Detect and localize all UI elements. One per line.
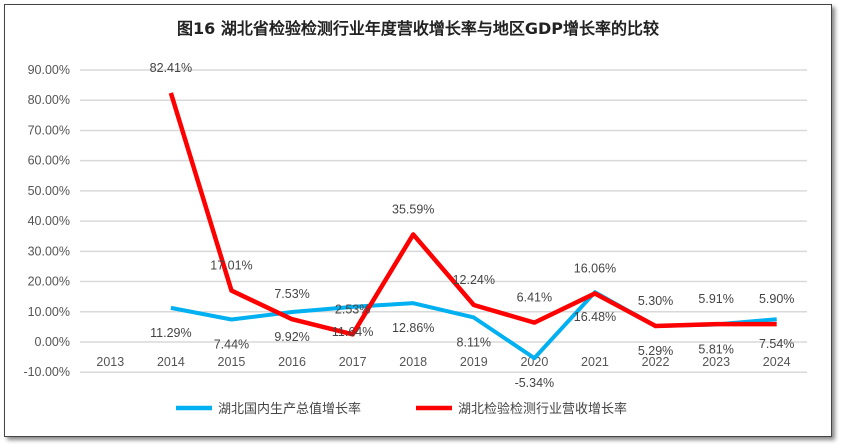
data-label: 5.81%: [698, 342, 733, 356]
x-tick-label: 2021: [581, 355, 609, 369]
y-tick-label: 60.00%: [28, 154, 70, 168]
x-tick-label: 2016: [278, 355, 306, 369]
y-tick-label: 30.00%: [28, 244, 70, 258]
y-tick-label: 70.00%: [28, 123, 70, 137]
y-tick-label: 10.00%: [28, 305, 70, 319]
data-label: 16.06%: [574, 261, 616, 275]
y-tick-label: 20.00%: [28, 275, 70, 289]
data-label: 8.11%: [457, 335, 492, 349]
data-label: -5.34%: [515, 376, 555, 390]
chart-title: 图16 湖北省检验检测行业年度营收增长率与地区GDP增长率的比较: [177, 19, 659, 38]
legend-label: 湖北检验检测行业营收增长率: [458, 401, 627, 417]
data-label: 9.92%: [274, 330, 309, 344]
data-label: 16.48%: [574, 310, 616, 324]
y-tick-label: -10.00%: [23, 365, 70, 379]
y-tick-label: 0.00%: [35, 335, 70, 349]
data-label: 11.29%: [150, 326, 191, 340]
data-label: 82.41%: [150, 61, 192, 75]
x-tick-label: 2023: [702, 355, 730, 369]
y-tick-label: 40.00%: [28, 214, 70, 228]
data-label: 12.24%: [453, 273, 495, 287]
x-tick-label: 2024: [763, 355, 791, 369]
data-label: 7.53%: [274, 287, 309, 301]
x-tick-label: 2018: [399, 355, 427, 369]
x-tick-label: 2015: [218, 355, 246, 369]
data-label: 5.91%: [698, 292, 733, 306]
y-tick-label: 80.00%: [28, 93, 70, 107]
data-label: 17.01%: [210, 259, 252, 273]
legend-label: 湖北国内生产总值增长率: [218, 401, 361, 417]
data-label: 6.41%: [517, 291, 552, 305]
data-label: 12.86%: [392, 321, 434, 335]
series-line-revenue-growth: [168, 92, 777, 337]
data-label: 11.64%: [332, 325, 373, 339]
x-tick-label: 2020: [520, 355, 548, 369]
data-label: 5.29%: [638, 344, 673, 358]
y-tick-label: 50.00%: [28, 184, 70, 198]
x-tick-label: 2014: [157, 355, 185, 369]
data-label: 35.59%: [392, 202, 434, 216]
data-label: 7.54%: [759, 337, 794, 351]
y-tick-label: 90.00%: [28, 63, 70, 77]
x-tick-label: 2022: [642, 355, 670, 369]
data-label: 5.90%: [759, 292, 794, 306]
data-label: 2.53%: [335, 302, 370, 316]
x-tick-label: 2019: [460, 355, 488, 369]
x-tick-label: 2017: [339, 355, 367, 369]
data-label: 7.44%: [214, 338, 249, 352]
x-tick-label: 2013: [96, 355, 124, 369]
data-label: 5.30%: [638, 294, 673, 308]
